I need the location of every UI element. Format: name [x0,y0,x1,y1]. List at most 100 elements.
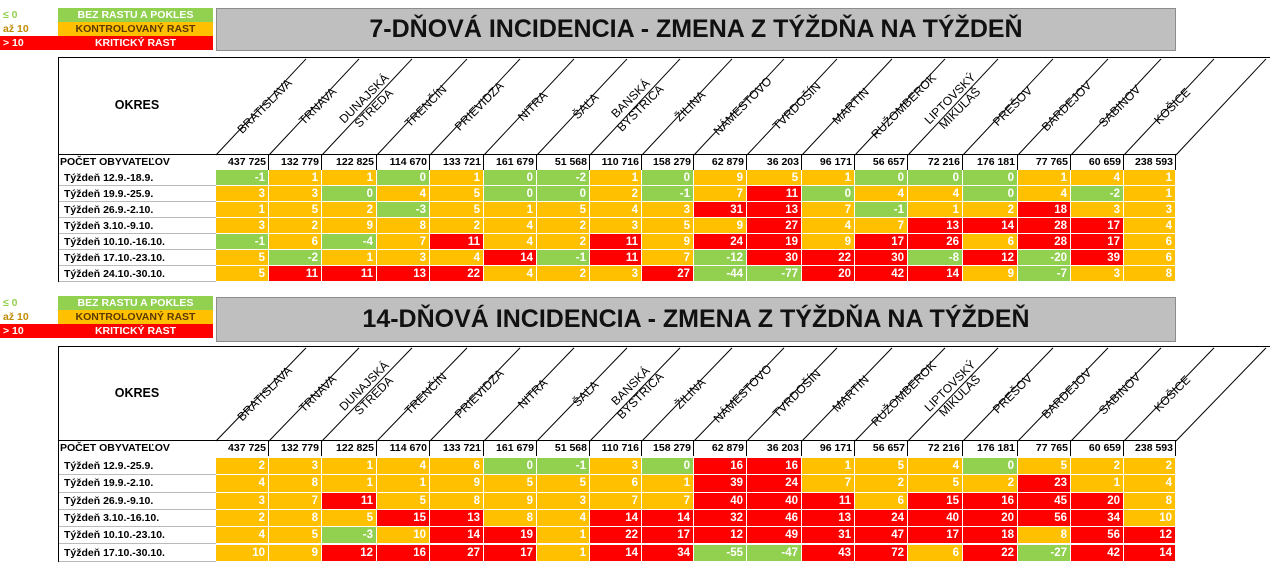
value-cell: 28 [1018,218,1071,234]
value-cell: 17 [642,527,694,545]
value-cell: 4 [1124,475,1176,493]
value-cell: 3 [377,250,430,266]
value-cell: 18 [1018,202,1071,218]
week-label: Týždeň 17.10.-30.10. [58,545,216,562]
value-cell: 40 [747,492,802,510]
population-cell: 114 670 [377,155,430,170]
value-cell: 40 [908,509,963,528]
value-cell: 3 [537,492,590,510]
header-divider [483,58,575,156]
header-divider [962,58,1054,156]
value-cell: 6 [1124,234,1176,250]
value-cell: 8 [1018,527,1071,545]
value-cell: 10 [216,544,269,562]
value-cell: 10 [1124,509,1176,528]
value-cell: 0 [484,170,537,186]
value-cell: 4 [908,186,963,202]
value-cell: 72 [855,544,908,562]
value-cell: 0 [377,170,430,186]
value-cell: 22 [590,527,642,545]
value-cell: 5 [430,202,484,218]
value-cell: 14 [908,266,963,282]
value-cell: 6 [430,458,484,476]
week-label: Týždeň 10.10.-16.10. [58,234,216,250]
district-name: RUŽOMBEROK [868,358,939,429]
value-cell: -1 [537,458,590,476]
population-cell: 133 721 [430,155,484,170]
district-name: SABINOV [1096,82,1144,130]
value-cell: 14 [1124,544,1176,562]
population-cell: 122 825 [322,441,377,456]
value-cell: 0 [322,186,377,202]
value-cell: 56 [1018,509,1071,528]
district-name: ŽILINA [671,87,708,124]
header-divider [321,347,413,442]
population-cell: 437 725 [216,441,269,456]
header-divider [1123,58,1215,156]
value-cell: 17 [855,234,908,250]
value-cell: 2 [855,475,908,493]
value-cell: 0 [908,170,963,186]
value-cell: 7 [642,250,694,266]
value-cell: 5 [430,186,484,202]
district-name: TRNAVA [296,85,339,128]
population-label: POČET OBYVATEĽOV [60,156,170,168]
value-cell: 7 [377,234,430,250]
value-cell: 6 [855,492,908,510]
value-cell: 1 [322,250,377,266]
value-cell: -1 [642,186,694,202]
population-cell: 96 171 [802,441,855,456]
value-cell: 1 [1124,186,1176,202]
district-name: MARTIN [830,373,872,415]
header-divider [215,58,307,156]
value-cell: 9 [430,475,484,493]
district-name: BRATISLAVA [234,363,294,423]
value-cell: 14 [484,250,537,266]
district-name: TRENČÍN [401,82,449,130]
legend-label: KRITICKÝ RAST [58,324,213,338]
population-cell: 51 568 [537,155,590,170]
legend-row-red: > 10 KRITICKÝ RAST [0,36,213,50]
header-divider [746,347,838,442]
value-cell: 4 [1018,186,1071,202]
value-cell: 11 [747,186,802,202]
population-cell: 62 879 [694,441,747,456]
value-cell: 20 [1071,492,1124,510]
value-cell: 24 [855,509,908,528]
value-cell: 3 [1071,266,1124,282]
population-cell: 114 670 [377,441,430,456]
value-cell: 32 [694,509,747,528]
population-cell: 60 659 [1071,155,1124,170]
legend-row-green: ≤ 0 BEZ RASTU A POKLES [0,8,213,22]
value-cell: 4 [908,458,963,476]
value-cell: -27 [1018,544,1071,562]
value-cell: 5 [642,218,694,234]
legend-label: KRITICKÝ RAST [58,36,213,50]
value-cell: -1 [216,170,269,186]
value-cell: 5 [216,266,269,282]
week-label: Týždeň 3.10.-9.10. [58,218,216,234]
value-cell: 6 [1124,250,1176,266]
value-cell: 1 [802,458,855,476]
okres-label: OKRES [114,98,160,112]
header-divider [268,347,360,442]
value-cell: 7 [642,492,694,510]
population-cell: 62 879 [694,155,747,170]
value-cell: 11 [269,266,322,282]
district-name: TRNAVA [296,372,339,415]
value-cell: 9 [484,492,537,510]
value-cell: 4 [430,250,484,266]
value-cell: -1 [216,234,269,250]
population-cell: 96 171 [802,155,855,170]
district-name: BRATISLAVA [234,76,294,136]
value-cell: 0 [802,186,855,202]
value-cell: 13 [747,202,802,218]
value-cell: 1 [642,475,694,493]
district-name: BANSKÁBYSTRICA [604,359,667,422]
value-cell: 1 [377,475,430,493]
population-cell: 133 721 [430,441,484,456]
header-divider [641,347,733,442]
value-cell: -2 [537,170,590,186]
population-cell: 132 779 [269,441,322,456]
legend-row-green: ≤ 0 BEZ RASTU A POKLES [0,296,213,310]
